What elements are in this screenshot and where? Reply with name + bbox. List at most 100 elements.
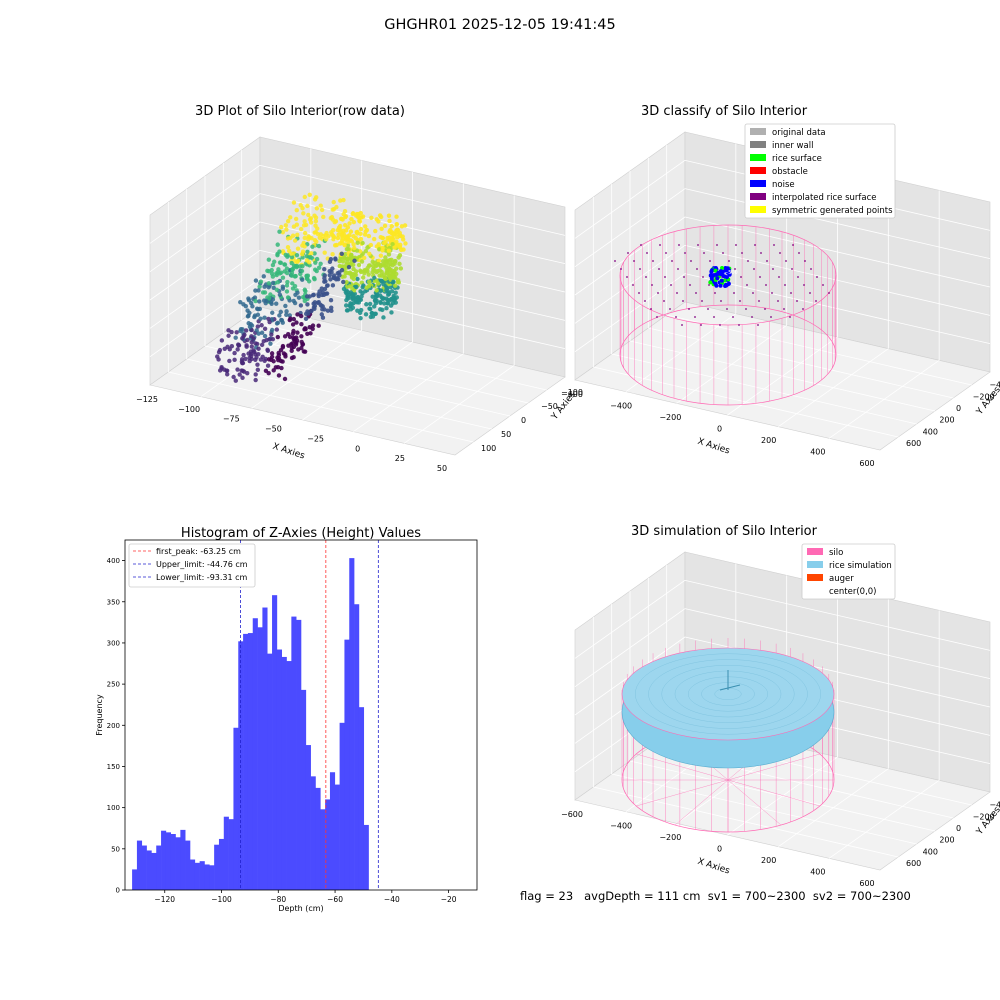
x-tick-label: 600 (859, 459, 874, 468)
interpolated-point (822, 284, 824, 286)
data-point (328, 277, 333, 282)
data-point (350, 271, 355, 277)
interpolated-point (664, 276, 666, 278)
legend-box (744, 123, 896, 219)
legend-label: center(0,0) (829, 587, 877, 597)
interpolated-point (656, 316, 658, 318)
legend-label: rice simulation (829, 561, 892, 571)
data-point (284, 283, 290, 288)
data-point (375, 281, 381, 286)
interpolated-point (791, 268, 793, 270)
data-point (294, 208, 299, 213)
interpolated-point (785, 260, 787, 262)
data-point (296, 347, 301, 352)
data-point (330, 283, 336, 288)
legend-label: original data (772, 128, 826, 138)
grid-line (574, 580, 686, 659)
histogram-bar (339, 722, 345, 890)
histogram-bar (267, 653, 273, 890)
data-point (394, 295, 399, 300)
data-point (284, 312, 289, 318)
histogram-bar (209, 865, 215, 890)
data-point (301, 211, 306, 216)
histogram-bar (301, 689, 307, 890)
data-point (385, 297, 391, 303)
interpolated-point (758, 300, 760, 302)
data-point (344, 256, 349, 262)
data-point (276, 267, 281, 272)
x-tick-label: −400 (610, 402, 632, 411)
interpolated-point (627, 252, 629, 254)
data-point (287, 317, 292, 323)
data-point (279, 318, 285, 323)
data-point (330, 227, 336, 233)
data-point (255, 362, 260, 367)
y-tick-label: 200 (939, 416, 954, 425)
data-point (294, 252, 300, 258)
data-point (345, 225, 351, 230)
legend-label: inner wall (772, 141, 813, 151)
interpolated-point (733, 292, 735, 294)
data-point (322, 250, 327, 255)
data-point (382, 223, 388, 229)
data-point (266, 257, 272, 262)
data-point (258, 279, 264, 284)
data-point (302, 298, 308, 304)
noise-point (723, 283, 728, 288)
data-point (327, 272, 332, 278)
data-point (378, 263, 383, 269)
noise-point (708, 280, 713, 285)
data-point (254, 355, 259, 360)
data-point (235, 347, 240, 352)
data-point (312, 230, 317, 235)
data-point (374, 217, 379, 222)
data-point (329, 308, 334, 314)
data-point (302, 235, 307, 241)
data-point (253, 288, 258, 293)
data-point (284, 289, 290, 294)
data-point (271, 359, 276, 364)
noise-point (719, 278, 724, 283)
legend-swatch (750, 167, 766, 174)
histogram-bar (252, 618, 258, 890)
data-point (382, 301, 387, 306)
data-point (295, 330, 300, 335)
legend-label: auger (829, 574, 854, 584)
x-tick-label: −20 (441, 895, 457, 904)
data-point (329, 232, 335, 237)
interpolated-point (783, 308, 785, 310)
data-point (373, 301, 379, 306)
interpolated-point (651, 284, 653, 286)
histogram-bar (310, 776, 316, 890)
data-point (313, 219, 319, 224)
data-point (293, 274, 298, 279)
interpolated-point (746, 284, 748, 286)
data-point (334, 204, 339, 210)
data-point (397, 253, 403, 258)
data-point (307, 217, 313, 222)
data-point (267, 296, 272, 301)
data-point (337, 263, 342, 269)
data-point (316, 323, 321, 328)
data-point (344, 280, 349, 285)
interpolated-point (633, 260, 635, 262)
histogram-bar (281, 656, 287, 890)
data-point (397, 230, 403, 236)
histogram-bar (175, 837, 181, 890)
data-point (313, 260, 318, 265)
interpolated-point (815, 300, 817, 302)
data-point (393, 290, 398, 295)
x-tick-label: 200 (761, 856, 776, 865)
y-tick-label: 400 (923, 427, 938, 436)
data-point (305, 203, 310, 209)
data-point (283, 252, 288, 258)
x-tick-label: −120 (154, 895, 175, 904)
interpolated-point (695, 292, 697, 294)
data-point (287, 334, 293, 340)
raw-data-panel: −125−100−75−50−2502550100500−50−100−150−… (136, 136, 615, 473)
interpolated-point (804, 260, 806, 262)
histogram-bar (141, 845, 147, 890)
data-point (246, 321, 251, 326)
x-axis-label: X Axies (271, 442, 306, 462)
